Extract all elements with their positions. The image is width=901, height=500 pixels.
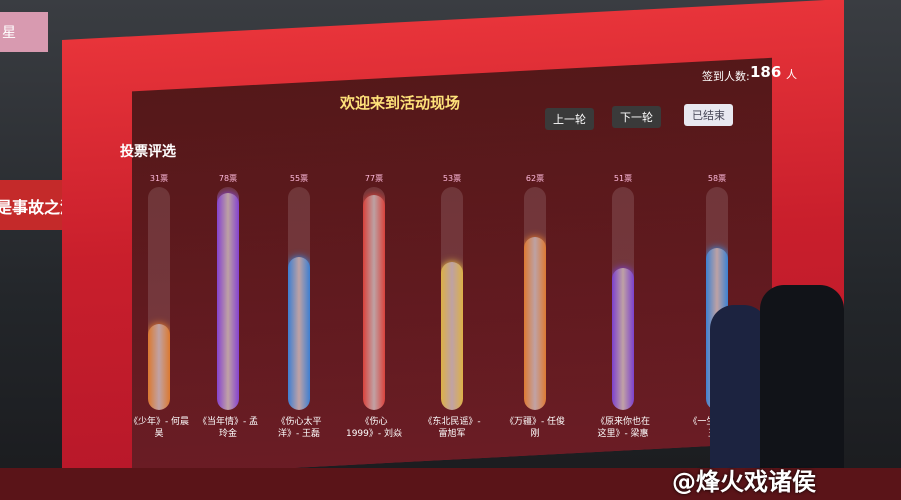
category-label: 《万疆》- 任俊刚 <box>504 417 566 439</box>
checkin-unit: 人 <box>786 68 797 81</box>
banner: 是事故之源 <box>0 180 76 230</box>
button[interactable]: 上一轮 <box>545 108 594 130</box>
value-label: 77票 <box>364 174 384 183</box>
bar-track <box>441 187 463 410</box>
checkin-count: 186 <box>750 63 782 81</box>
watermark: @烽火戏诸侯 <box>672 468 816 496</box>
bar-track <box>217 187 239 410</box>
category-label: 《当年情》- 孟玲金 <box>197 417 259 439</box>
value-label: 62票 <box>525 174 545 183</box>
section-title: 投票评选 <box>120 144 176 160</box>
bar <box>612 267 634 410</box>
bar-track <box>363 187 385 410</box>
bar <box>217 192 239 410</box>
bar-track <box>612 187 634 410</box>
banner-text: 是事故之源 <box>0 198 77 217</box>
bar-track <box>148 187 170 410</box>
bar <box>441 262 463 410</box>
category-label: 《东北民谣》- 雷旭军 <box>423 417 481 439</box>
value-label: 53票 <box>442 174 462 183</box>
bar <box>288 256 310 410</box>
person <box>710 305 768 500</box>
person <box>760 285 844 500</box>
button[interactable]: 已结束 <box>684 104 733 126</box>
category-label: 《少年》- 何晨昊 <box>128 417 190 439</box>
sign-text: 星 <box>2 25 16 41</box>
value-label: 78票 <box>218 174 238 183</box>
value-label: 55票 <box>289 174 309 183</box>
value-label: 58票 <box>707 174 727 183</box>
sign: 星 <box>0 12 48 52</box>
screen-title: 欢迎来到活动现场 <box>340 94 461 112</box>
bar <box>524 237 546 410</box>
value-label: 51票 <box>613 174 633 183</box>
value-label: 31票 <box>149 174 169 183</box>
category-label: 《原来你也在这里》- 梁惠 <box>595 417 650 439</box>
category-label: 《伤心1999》- 刘焱 <box>345 417 402 439</box>
bar <box>363 195 385 410</box>
checkin-label: 签到人数: <box>702 70 750 83</box>
stage <box>0 468 901 500</box>
button[interactable]: 下一轮 <box>612 106 661 128</box>
bar-track <box>524 187 546 410</box>
bar <box>148 323 170 410</box>
category-label: 《伤心太平洋》- 王磊 <box>276 417 322 439</box>
bar-track <box>288 187 310 410</box>
